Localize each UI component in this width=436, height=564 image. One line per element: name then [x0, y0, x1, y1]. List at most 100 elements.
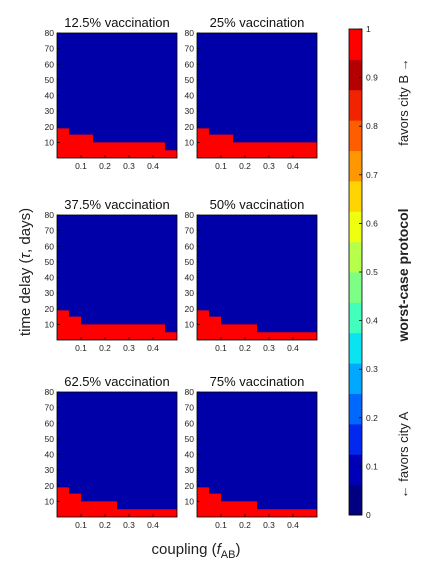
x-tick-label: 0.4: [147, 161, 159, 171]
x-tick-label: 0.4: [287, 161, 299, 171]
colorbar-segment: [349, 332, 362, 364]
worst-case-region: [197, 310, 317, 340]
y-tick-label: 40: [45, 273, 55, 283]
colorbar-segment: [349, 120, 362, 151]
y-tick-label: 20: [45, 481, 55, 491]
colorbar-tick-label: 0.7: [366, 170, 378, 180]
x-tick-label: 0.3: [263, 343, 275, 353]
worst-case-region: [57, 487, 177, 517]
y-tick-label: 70: [45, 226, 55, 236]
x-tick-label: 0.3: [263, 520, 275, 530]
y-tick-label: 40: [185, 91, 195, 101]
heatmap-panel-5: 62.5% vaccination 10 20 30 40 50 60 70 80 0.1 0.2 0…: [45, 374, 178, 530]
colorbar-segment: [349, 180, 362, 212]
y-tick-label: 30: [185, 465, 195, 475]
panel-title: 37.5% vaccination: [64, 197, 170, 212]
y-tick-label: 70: [45, 403, 55, 413]
x-tick-label: 0.4: [147, 520, 159, 530]
y-tick-label: 30: [45, 465, 55, 475]
colorbar-segment: [349, 484, 362, 516]
colorbar-segment: [349, 29, 362, 60]
y-tick-label: 10: [45, 137, 55, 147]
x-tick-label: 0.2: [99, 343, 111, 353]
y-tick-label: 60: [45, 59, 55, 69]
y-tick-label: 20: [45, 122, 55, 132]
worst-case-region: [57, 128, 177, 158]
colorbar-segment: [349, 363, 362, 394]
x-tick-label: 0.3: [263, 161, 275, 171]
y-tick-label: 70: [45, 44, 55, 54]
y-tick-label: 60: [185, 59, 195, 69]
x-tick-label: 0.2: [99, 520, 111, 530]
x-tick-label: 0.1: [215, 161, 227, 171]
x-tick-label: 0.4: [287, 520, 299, 530]
x-tick-label: 0.2: [239, 520, 251, 530]
panel-title: 62.5% vaccination: [64, 374, 170, 389]
y-tick-label: 70: [185, 44, 195, 54]
worst-case-region: [57, 310, 177, 340]
y-tick-label: 40: [45, 450, 55, 460]
colorbar-tick-label: 0.5: [366, 267, 378, 277]
y-tick-label: 50: [45, 434, 55, 444]
colorbar-segment: [349, 393, 362, 425]
x-tick-label: 0.3: [123, 520, 135, 530]
y-tick-label: 10: [45, 319, 55, 329]
x-tick-label: 0.1: [215, 520, 227, 530]
colorbar-label: worst-case protocol: [395, 208, 411, 342]
colorbar-tick-label: 0.1: [366, 461, 378, 471]
colorbar-segment: [349, 59, 362, 91]
x-axis-label: coupling (fAB): [152, 541, 241, 561]
y-tick-label: 70: [185, 403, 195, 413]
colorbar-tick-label: 0.6: [366, 218, 378, 228]
y-tick-label: 50: [45, 257, 55, 267]
x-tick-label: 0.1: [75, 161, 87, 171]
heatmap-panel-2: 25% vaccination 10 20 30 40 50 60 70 80 0.1 0.2 0.3…: [185, 15, 318, 171]
y-tick-label: 40: [185, 450, 195, 460]
x-tick-label: 0.3: [123, 343, 135, 353]
y-tick-label: 10: [185, 137, 195, 147]
colorbar-segment: [349, 454, 362, 486]
y-tick-label: 60: [45, 418, 55, 428]
colorbar-top-label: favors city B →: [396, 58, 411, 145]
colorbar-segment: [349, 211, 362, 243]
x-tick-label: 0.2: [239, 343, 251, 353]
worst-case-region: [197, 487, 317, 517]
y-tick-label: 60: [185, 241, 195, 251]
panel-grid: 12.5% vaccination 10 20 30 40 50 60 70 80 0.1 0.2 0…: [45, 15, 318, 530]
x-tick-label: 0.3: [123, 161, 135, 171]
colorbar-tick-label: 0.4: [366, 316, 378, 326]
y-axis-label: time delay (τ, days): [17, 208, 34, 336]
colorbar-tick-label: 0.8: [366, 121, 378, 131]
colorbar-segment: [349, 272, 362, 303]
y-tick-label: 80: [45, 210, 55, 220]
colorbar-segment: [349, 423, 362, 455]
heatmap-panel-1: 12.5% vaccination 10 20 30 40 50 60 70 80 0.1 0.2 0…: [45, 15, 178, 171]
colorbar-tick-label: 0.9: [366, 73, 378, 83]
panel-title: 12.5% vaccination: [64, 15, 170, 30]
x-tick-label: 0.2: [99, 161, 111, 171]
y-tick-label: 80: [45, 28, 55, 38]
x-tick-label: 0.4: [287, 343, 299, 353]
y-tick-label: 50: [185, 75, 195, 85]
y-tick-label: 20: [185, 304, 195, 314]
y-tick-label: 20: [185, 481, 195, 491]
y-tick-label: 40: [185, 273, 195, 283]
worst-case-region: [197, 128, 317, 158]
y-tick-label: 10: [185, 496, 195, 506]
y-tick-label: 50: [185, 257, 195, 267]
colorbar-tick-label: 1: [366, 24, 371, 34]
x-tick-label: 0.2: [239, 161, 251, 171]
colorbar-tick-label: 0: [366, 510, 371, 520]
y-tick-label: 30: [45, 288, 55, 298]
colorbar-segment: [349, 150, 362, 182]
y-tick-label: 50: [185, 434, 195, 444]
colorbar-segment: [349, 241, 362, 273]
x-tick-label: 0.1: [215, 343, 227, 353]
y-tick-label: 20: [185, 122, 195, 132]
y-tick-label: 60: [185, 418, 195, 428]
y-tick-label: 10: [45, 496, 55, 506]
y-tick-label: 50: [45, 75, 55, 85]
y-tick-label: 80: [185, 210, 195, 220]
colorbar: 0 0.1 0.2 0.3 0.4 0.5 0.6 0.7 0.8 0.9 1: [348, 24, 378, 520]
